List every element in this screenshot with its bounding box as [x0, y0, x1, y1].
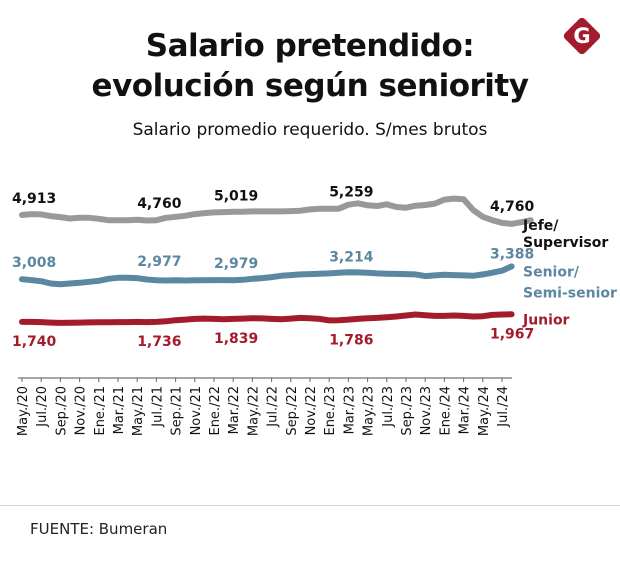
- x-tick-label: Sep./23: [400, 386, 415, 436]
- x-tick-label: May./22: [246, 386, 261, 436]
- data-label: 2,977: [137, 254, 181, 270]
- footer-divider: [0, 505, 620, 506]
- series-line-junior: [19, 311, 515, 326]
- x-tick-label: May./20: [16, 386, 31, 436]
- x-tick-label: Nov./20: [74, 386, 89, 435]
- data-label: 4,760: [137, 196, 182, 212]
- legend-label-line1: Jefe/: [522, 218, 559, 234]
- x-tick-label: Jul./22: [266, 386, 281, 428]
- chart-subtitle: Salario promedio requerido. S/mes brutos: [132, 120, 488, 140]
- logo-letter: G: [573, 24, 590, 48]
- chart-title-line2: evolución según seniority: [91, 68, 529, 104]
- data-label: 3,388: [490, 247, 534, 263]
- data-label: 1,736: [137, 334, 181, 350]
- x-tick-label: Ene./24: [438, 386, 453, 436]
- source-note: FUENTE: Bumeran: [30, 520, 168, 538]
- logo-diamond: [563, 17, 601, 55]
- x-tick-label: Nov./21: [189, 386, 204, 435]
- x-tick-label: Sep./22: [285, 386, 300, 436]
- legend-label-line2: Supervisor: [523, 235, 608, 251]
- data-label: 1,786: [329, 332, 373, 348]
- data-label: 1,967: [490, 327, 534, 343]
- data-label: 3,008: [12, 255, 56, 271]
- chart-title-line1: Salario pretendido:: [145, 28, 475, 64]
- series-line-jefe: [19, 195, 534, 227]
- data-label: 2,979: [214, 256, 258, 272]
- x-tick-label: Jul./20: [35, 386, 50, 428]
- x-tick-label: Sep./21: [170, 386, 185, 436]
- gestion-logo-icon: G: [563, 17, 601, 55]
- line-chart: May./20 Jul./20 Sep./20 Nov./20 Ene./21 Mar./…: [12, 185, 617, 436]
- x-tick-label: Ene./22: [208, 386, 223, 436]
- x-tick-label: Mar./23: [342, 386, 357, 434]
- data-label: 4,913: [12, 191, 56, 207]
- x-tick-label: Sep./20: [54, 386, 69, 436]
- legend-label-line2: Semi-senior: [523, 285, 617, 301]
- legend-label-line1: Junior: [522, 312, 570, 328]
- x-tick-label: Nov./23: [419, 386, 434, 435]
- x-tick-label: May./24: [477, 386, 492, 436]
- data-label: 4,760: [490, 199, 535, 215]
- x-tick-label: Mar./21: [112, 386, 127, 434]
- chart-title: Salario pretendido: evolución según seni…: [0, 26, 620, 106]
- x-tick-label: Mar./24: [458, 386, 473, 434]
- x-tick-label: May./23: [362, 386, 377, 436]
- series-line-senior: [19, 263, 515, 288]
- x-tick-label: May./21: [131, 386, 146, 436]
- legend-label-line1: Senior/: [523, 264, 580, 280]
- data-label: 1,740: [12, 334, 57, 350]
- x-tick-label: Jul./21: [150, 386, 165, 428]
- data-label: 5,259: [329, 185, 373, 201]
- x-tick-label: Ene./23: [323, 386, 338, 436]
- x-tick-label: Mar./22: [227, 386, 242, 434]
- data-label: 3,214: [329, 249, 374, 265]
- data-label: 5,019: [214, 188, 258, 204]
- x-tick-label: Jul./24: [496, 386, 511, 428]
- x-tick-label: Jul./23: [381, 386, 396, 428]
- x-tick-label: Ene./21: [93, 386, 108, 436]
- x-tick-label: Nov./22: [304, 386, 319, 435]
- data-label: 1,839: [214, 331, 258, 347]
